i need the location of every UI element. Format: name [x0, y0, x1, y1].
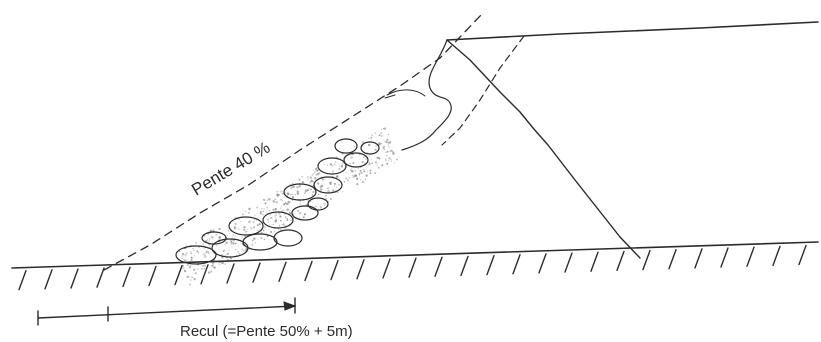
ground-hatch-mark [174, 264, 183, 286]
plateau-surface-line [446, 21, 819, 41]
boulder [201, 231, 227, 245]
boulder [343, 152, 369, 168]
ground-hatch-mark [694, 248, 703, 269]
ground-hatch-mark [798, 244, 807, 266]
ground-hatch-mark [590, 251, 599, 272]
boulder [317, 157, 347, 175]
crest-crack-line [401, 39, 452, 151]
boulder [283, 183, 317, 201]
setback-dimension [37, 297, 297, 326]
ground-hatch-mark [356, 259, 365, 280]
ground-hatch-mark [44, 269, 53, 290]
boulder [334, 138, 358, 154]
ground-hatching [18, 244, 807, 291]
ground-line [11, 241, 819, 269]
boulder [360, 141, 380, 155]
ground-hatch-mark [252, 262, 261, 283]
setback-arrowhead [283, 301, 297, 311]
boulder [313, 176, 343, 194]
crack-fissure-line [384, 89, 426, 99]
ground-hatch-mark [668, 249, 677, 270]
ground-hatch-mark [122, 266, 131, 288]
ground-hatch-mark [330, 259, 339, 281]
ground-hatch-mark [304, 260, 313, 282]
ground-hatch-mark [538, 253, 547, 274]
boulder [262, 211, 294, 229]
ground-hatch-mark [486, 254, 495, 276]
ground-hatch-mark [772, 245, 781, 267]
ground-hatch-mark [460, 255, 469, 277]
ground-hatch-mark [200, 264, 209, 285]
ground-hatch-mark [148, 265, 157, 287]
setback-label: Recul (=Pente 50% + 5m) [180, 323, 353, 340]
failure-surface-dashed-line [441, 35, 525, 146]
ground-hatch-mark [382, 258, 391, 279]
ground-hatch-mark [746, 246, 755, 267]
slope-face-line [446, 39, 641, 259]
ground-hatch-mark [512, 254, 521, 275]
boulder [291, 205, 319, 221]
boulder [307, 197, 329, 211]
ground-hatch-mark [720, 247, 729, 268]
ground-hatch-mark [408, 257, 417, 278]
slope-label: Pente 40 % [188, 138, 273, 200]
slope-40-percent-dashed-line [103, 13, 483, 271]
boulder [242, 233, 278, 251]
ground-hatch-mark [70, 268, 79, 289]
setback-dimension-line [37, 305, 296, 319]
ground-hatch-mark [434, 256, 443, 277]
debris-speckle-texture [178, 127, 398, 286]
ground-hatch-mark [642, 249, 651, 271]
ground-hatch-mark [278, 261, 287, 282]
boulder [273, 229, 303, 247]
ground-hatch-mark [564, 252, 573, 273]
ground-hatch-mark [226, 263, 235, 284]
boulder-debris-group [175, 138, 380, 265]
boulder [175, 245, 217, 265]
ground-hatch-mark [96, 267, 105, 288]
boulder [228, 216, 264, 236]
ground-hatch-mark [616, 250, 625, 272]
ground-hatch-mark [18, 269, 27, 291]
